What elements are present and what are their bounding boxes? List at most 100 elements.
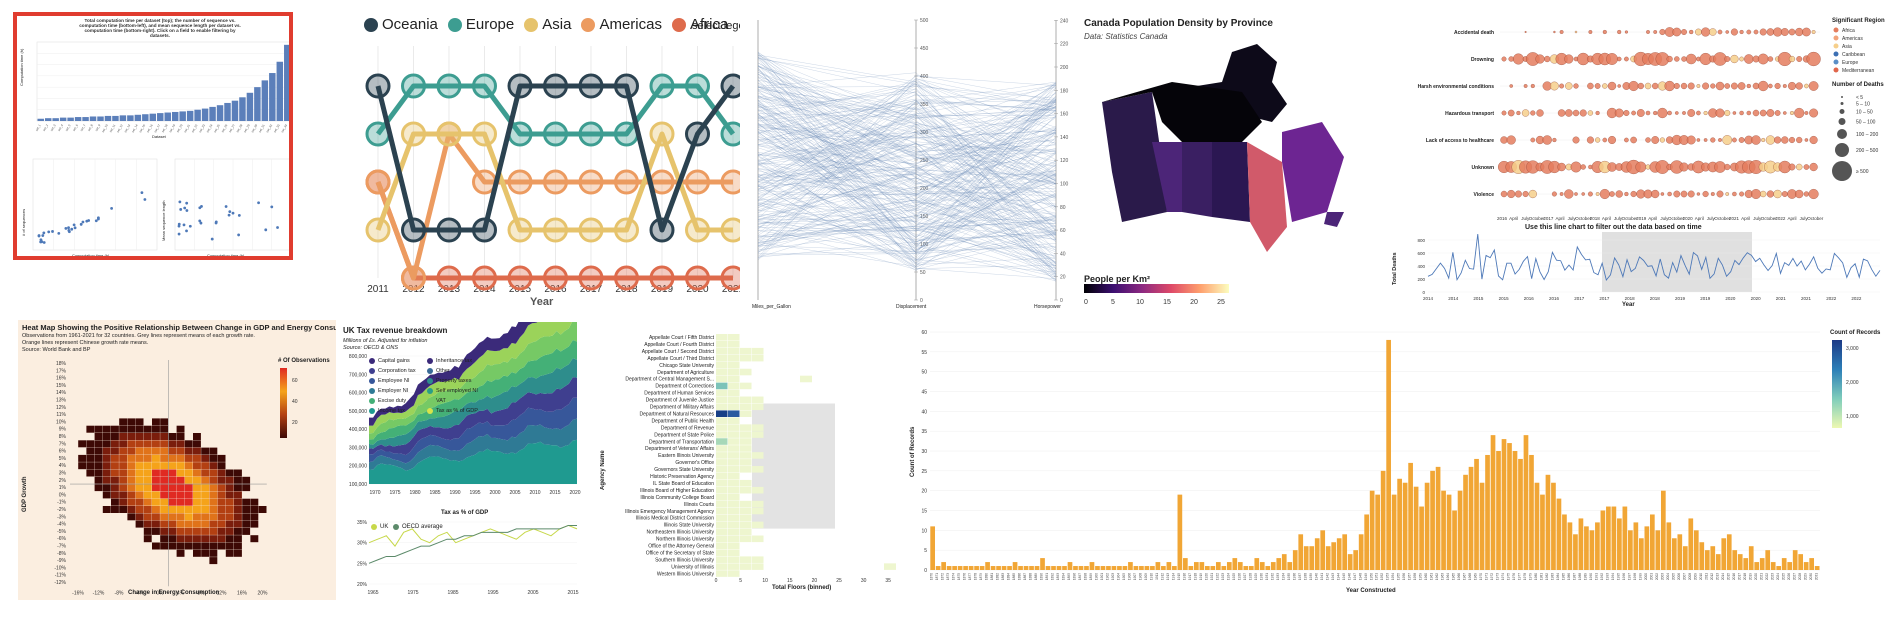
t2-legend[interactable]: Oceania Europe Asia Americas Africa — [364, 16, 728, 33]
t5-bubble — [1653, 30, 1658, 34]
t9-bar — [1699, 542, 1705, 570]
t5-top-tick: 2020 — [1683, 216, 1694, 221]
t6-cell — [102, 462, 111, 470]
t2-point — [578, 73, 604, 99]
t8-cell — [728, 473, 740, 480]
t6-cell — [176, 454, 185, 462]
tile-computation-time[interactable]: Total computation time per dataset (top)… — [13, 12, 293, 260]
t3-line — [757, 98, 1057, 185]
t6-cell — [217, 476, 226, 484]
t8-cell — [728, 410, 740, 417]
t3-line — [757, 122, 1057, 262]
t2-legend-item[interactable]: Europe — [447, 16, 514, 33]
t7-source: Source: OECD & ONS — [343, 345, 399, 351]
t6-cell — [242, 484, 251, 492]
t5-top-tick: 2016 — [1497, 216, 1508, 221]
t2-point — [436, 73, 462, 99]
t8-cell — [740, 535, 752, 543]
t9-bar — [1589, 530, 1595, 570]
t6-cell — [135, 484, 144, 492]
t2-point — [436, 265, 462, 291]
t6-cell — [209, 520, 218, 528]
t6-cell — [119, 462, 128, 470]
t5-bubble — [1679, 162, 1689, 172]
t8-cell — [752, 354, 764, 362]
t9-bar — [1369, 490, 1375, 570]
t5-bubble — [1616, 56, 1622, 62]
t3-line — [757, 82, 1057, 155]
t2-legend-item[interactable]: Asia — [524, 16, 571, 33]
t5-top-tick: 2018 — [1590, 216, 1601, 221]
t1-bar — [269, 73, 276, 121]
t5-bubble — [1811, 30, 1816, 34]
t1-scatter-point — [140, 191, 144, 194]
t3-line — [757, 104, 1057, 237]
t8-cell — [728, 493, 740, 501]
t6-cell — [193, 462, 201, 470]
t9-bar — [1435, 466, 1441, 570]
t3-line — [757, 100, 1057, 229]
t6-cell — [102, 491, 111, 499]
t1-bar — [74, 117, 82, 121]
t5-bubble — [1739, 110, 1744, 116]
t5-bubble — [1574, 192, 1578, 196]
t5-size-swatch — [1832, 161, 1852, 181]
t3-line — [757, 160, 1057, 255]
t9-xtick: 2014 — [1721, 573, 1725, 580]
t9-bar — [1029, 566, 1034, 570]
t2-legend-item[interactable]: Americas — [581, 16, 662, 33]
t6-cell — [168, 469, 177, 477]
t2-point — [685, 169, 710, 195]
t2-legend-item[interactable]: Oceania — [364, 16, 438, 33]
t6-cell — [111, 491, 119, 499]
t9-xtick: 1936 — [1292, 573, 1296, 580]
t6-cell — [127, 454, 136, 462]
t6-cell — [242, 527, 251, 535]
t7-legend-label: Property taxes — [436, 378, 472, 384]
t3-axis-label-0: Miles_per_Gallon — [752, 304, 791, 310]
t1-bar-tick: set_8 — [87, 123, 94, 132]
t6-cell — [152, 520, 160, 528]
t6-cell — [184, 491, 193, 499]
t6-cell — [160, 491, 169, 499]
t2-point — [507, 169, 533, 195]
t5-region-label: Asia — [1842, 44, 1852, 50]
t5-size-swatch — [1839, 109, 1845, 114]
t6-legend-tick: 60 — [292, 378, 298, 384]
t8-cell — [740, 445, 752, 452]
t9-xtick: 2002 — [1655, 573, 1659, 580]
t2-legend-item[interactable]: Africa — [671, 16, 728, 33]
t5-bubble — [1804, 83, 1809, 89]
t5-bubble — [1528, 189, 1537, 199]
t6-cell — [102, 454, 111, 462]
t3-line — [757, 68, 1057, 254]
t8-cell — [740, 410, 752, 417]
t9-bar — [1529, 454, 1534, 570]
t7-ytick: 600,000 — [349, 391, 367, 397]
t8-cell — [716, 466, 728, 473]
t2-point — [685, 121, 710, 147]
t9-bar — [1056, 566, 1062, 570]
t9-xtick: 2010 — [1699, 573, 1703, 580]
t8-cell — [716, 361, 728, 369]
t5-line-ytick: 200 — [1417, 277, 1425, 282]
t8-cell — [716, 368, 728, 376]
t1-bar-tick: set_10 — [101, 123, 109, 133]
t6-cell — [111, 506, 119, 513]
t3-line — [757, 51, 1057, 228]
t1-scatter-point — [70, 227, 74, 231]
t3-line — [757, 208, 1057, 246]
t6-cell — [234, 520, 242, 528]
t5-top-tick: April — [1695, 216, 1704, 221]
t5-bubble — [1653, 110, 1658, 116]
t9-xtick: 1982 — [1545, 573, 1549, 580]
t9-xtick: 1989 — [1584, 573, 1588, 580]
t9-bar — [1139, 566, 1144, 570]
t1-bar-tick: set_3 — [49, 123, 56, 132]
t3-line — [757, 169, 1057, 243]
t6-cell — [217, 542, 226, 550]
t8-xtick: 30 — [861, 578, 867, 584]
t6-cell — [160, 476, 169, 484]
t1-scatter-point — [178, 200, 182, 204]
t3-line — [757, 99, 1057, 165]
